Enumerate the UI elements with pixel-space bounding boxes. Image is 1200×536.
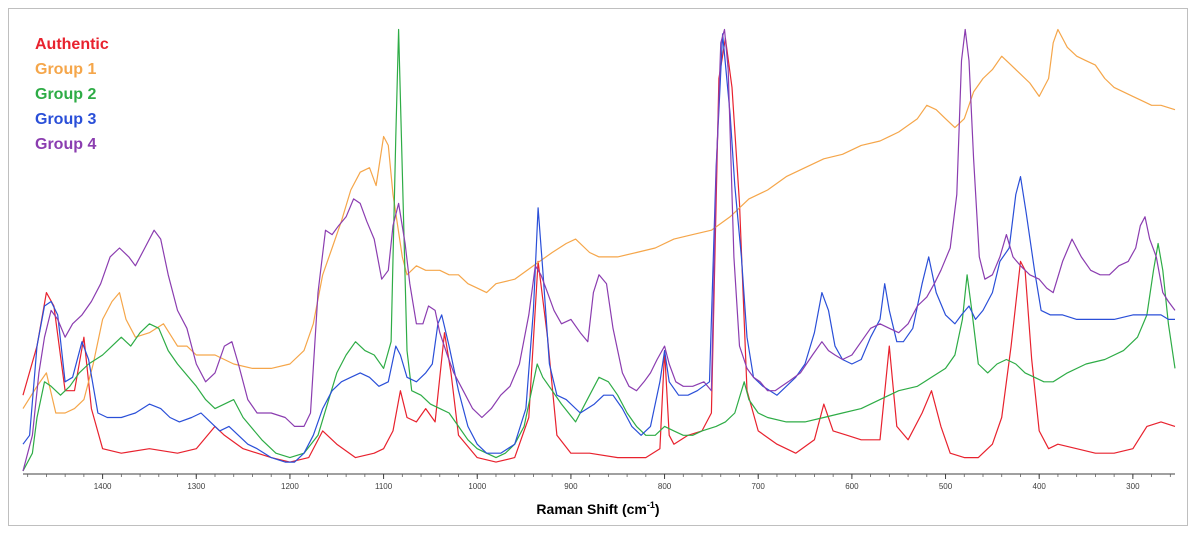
x-tick-label: 400	[1033, 482, 1047, 491]
series-line-group-4	[22, 28, 1176, 472]
x-tick-label: 1000	[468, 482, 486, 491]
x-axis-title-superscript: -1	[647, 500, 655, 510]
legend-item-group-2: Group 2	[35, 86, 96, 103]
x-tick-label: 500	[939, 482, 953, 491]
x-tick-label: 300	[1126, 482, 1140, 491]
x-tick-label: 600	[845, 482, 859, 491]
series-line-group-3	[22, 33, 1175, 463]
x-tick-label: 1400	[94, 482, 112, 491]
x-tick-label: 900	[564, 482, 578, 491]
legend-item-group-1: Group 1	[35, 61, 96, 78]
x-axis-title-main: Raman Shift (cm	[536, 501, 646, 517]
series-line-authentic	[22, 37, 1176, 463]
x-axis-title-end: )	[655, 501, 660, 517]
chart-frame: 1400 1300 1200 1100 1000 900 800 700 600 500 400 30…	[8, 8, 1188, 526]
legend-item-group-4: Group 4	[35, 136, 96, 153]
x-axis-ticks: 1400 1300 1200 1100 1000 900 800 700 600 500 400 30…	[27, 474, 1171, 491]
series-line-group-2	[22, 28, 1176, 472]
series-layer	[22, 28, 1176, 472]
legend: Authentic Group 1 Group 2 Group 3 Group 4	[35, 36, 109, 153]
legend-item-authentic: Authentic	[35, 36, 109, 53]
raman-spectrum-chart: 1400 1300 1200 1100 1000 900 800 700 600 500 400 30…	[22, 28, 1176, 517]
series-line-group-1	[22, 28, 1176, 414]
x-tick-label: 1300	[187, 482, 205, 491]
x-tick-label: 800	[658, 482, 672, 491]
x-tick-label: 1200	[281, 482, 299, 491]
legend-item-group-3: Group 3	[35, 111, 96, 128]
x-axis-title: Raman Shift (cm-1)	[536, 500, 659, 517]
x-tick-label: 1100	[375, 482, 393, 491]
x-tick-label: 700	[752, 482, 766, 491]
